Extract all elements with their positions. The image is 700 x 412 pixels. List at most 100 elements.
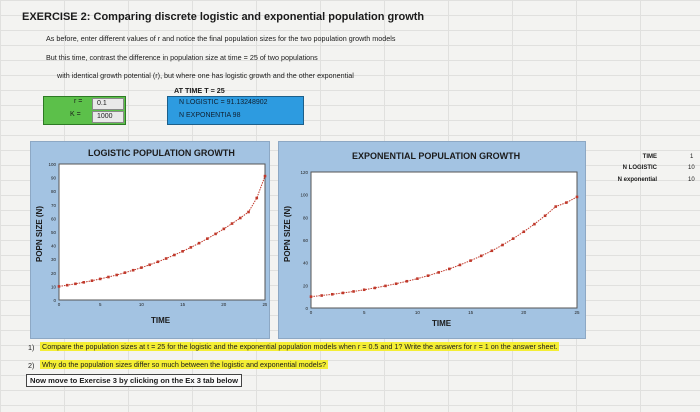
logistic-data-point [131, 268, 135, 272]
logistic-data-point [164, 257, 168, 260]
exponential-y-tick-label: 0 [305, 306, 308, 311]
logistic-data-point [222, 227, 226, 231]
r-label: r = [74, 98, 83, 105]
logistic-data-point [148, 263, 151, 267]
logistic-data-point [98, 277, 102, 281]
logistic-x-tick-label: 20 [221, 302, 227, 307]
exponential-x-tick-label: 0 [310, 310, 313, 315]
question-1-number: 1) [28, 343, 35, 352]
r-input[interactable]: 0.1 [92, 98, 124, 110]
logistic-y-tick-label: 10 [51, 284, 57, 289]
exponential-data-point [384, 284, 387, 288]
logistic-x-tick-label: 5 [99, 302, 102, 307]
exponential-data-point [394, 282, 398, 286]
exponential-data-point [448, 267, 451, 271]
exponential-y-tick-label: 60 [303, 238, 309, 243]
exponential-data-point [373, 286, 377, 290]
logistic-data-point [247, 210, 250, 214]
logistic-y-tick-label: 30 [51, 257, 57, 262]
exponential-data-point [490, 249, 494, 253]
logistic-plot-area [58, 163, 266, 301]
exponential-y-tick-label: 80 [303, 215, 309, 220]
navigation-note: Now move to Exercise 3 by clicking on th… [26, 374, 243, 387]
n-logistic-result: N LOGISTIC = 91.13248902 [179, 99, 268, 106]
exponential-x-tick-label: 15 [468, 310, 474, 315]
logistic-y-tick-label: 0 [53, 298, 56, 303]
n-exponential-result: N EXPONENTIA 98 [179, 112, 241, 119]
instruction-line-1: As before, enter different values of r a… [46, 34, 396, 43]
exponential-data-point [554, 205, 558, 208]
k-label: K = [70, 111, 81, 118]
side-logistic-value: 10 [688, 165, 695, 171]
logistic-data-point [230, 222, 234, 225]
logistic-data-point [82, 281, 86, 284]
logistic-y-tick-label: 80 [51, 189, 57, 194]
side-time-value: 1 [690, 154, 694, 160]
logistic-data-point [189, 246, 193, 249]
logistic-data-point [107, 275, 110, 279]
question-1-text: Compare the population sizes at t = 25 f… [40, 342, 560, 351]
exponential-data-point [479, 254, 483, 258]
logistic-x-axis-label: TIME [151, 316, 171, 325]
question-2-number: 2) [28, 361, 35, 370]
logistic-data-point [263, 174, 267, 178]
exponential-data-point [437, 271, 440, 274]
logistic-y-tick-label: 20 [51, 271, 57, 276]
logistic-data-point [65, 283, 69, 287]
exponential-x-axis-label: TIME [432, 319, 452, 328]
logistic-data-point [90, 279, 94, 282]
exponential-x-tick-label: 25 [574, 310, 580, 315]
exponential-x-tick-label: 20 [521, 310, 527, 315]
side-exponential-value: 10 [688, 177, 695, 183]
exponential-y-tick-label: 20 [303, 283, 309, 288]
logistic-x-tick-label: 15 [180, 302, 186, 307]
logistic-chart-panel[interactable]: LOGISTIC POPULATION GROWTH POPN SIZE (N)… [30, 141, 270, 339]
logistic-data-point [57, 285, 61, 288]
logistic-x-tick-label: 25 [262, 302, 267, 307]
exponential-y-axis-label: POPN SIZE (N) [283, 205, 292, 262]
exercise-title: EXERCISE 2: Comparing discrete logistic … [22, 11, 425, 23]
results-box: N LOGISTIC = 91.13248902 N EXPONENTIA 98 [167, 96, 304, 125]
side-time-label: TIME [642, 154, 657, 160]
logistic-data-point [115, 273, 118, 277]
exponential-data-point [405, 279, 409, 283]
exponential-plot-area [310, 171, 578, 309]
exponential-data-point [341, 291, 345, 295]
logistic-data-point [140, 266, 143, 269]
exponential-y-tick-label: 40 [303, 261, 309, 266]
exponential-chart-svg: 120 100 80 60 40 20 00 5 10 15 20 25 [300, 170, 580, 315]
logistic-y-axis-label: POPN SIZE (N) [35, 205, 44, 262]
logistic-y-tick-label: 50 [51, 230, 57, 235]
at-time-label: AT TIME T = 25 [174, 86, 225, 95]
exponential-data-point [501, 243, 504, 247]
exponential-data-point [522, 230, 526, 234]
logistic-y-tick-label: 100 [48, 162, 56, 167]
logistic-y-tick-label: 40 [51, 244, 57, 249]
k-input[interactable]: 1000 [92, 111, 124, 123]
exponential-data-point [352, 290, 355, 293]
exponential-data-point [469, 259, 472, 262]
logistic-data-point [197, 241, 201, 245]
exponential-x-tick-label: 5 [363, 310, 366, 315]
logistic-y-tick-label: 70 [51, 203, 57, 208]
logistic-data-point [123, 271, 127, 274]
logistic-data-point [181, 250, 184, 253]
exponential-data-point [565, 201, 568, 204]
exponential-data-point [320, 294, 323, 297]
exponential-data-point [533, 222, 536, 226]
exponential-chart-panel[interactable]: EXPONENTIAL POPULATION GROWTH POPN SIZE … [278, 141, 586, 339]
exponential-data-point [458, 263, 462, 267]
logistic-y-tick-label: 60 [51, 216, 57, 221]
logistic-data-point [255, 196, 259, 200]
question-2-text: Why do the population sizes differ so mu… [40, 360, 328, 369]
exponential-data-point [511, 237, 515, 240]
logistic-data-point [156, 260, 160, 264]
parameters-box: r = 0.1 K = 1000 [43, 96, 126, 125]
exponential-data-point [575, 195, 579, 199]
exponential-data-point [416, 277, 419, 280]
exponential-data-point [543, 214, 547, 218]
instruction-line-3: with identical growth potential (r), but… [57, 71, 354, 80]
exponential-chart-title: EXPONENTIAL POPULATION GROWTH [352, 151, 521, 161]
logistic-data-point [214, 232, 217, 236]
